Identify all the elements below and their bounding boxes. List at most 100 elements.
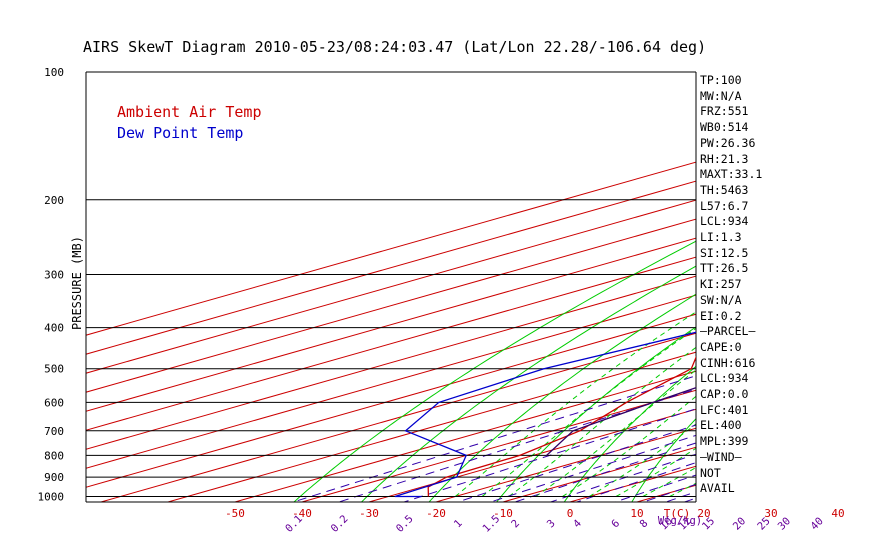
mixing-ratio-tick-label: 3 bbox=[545, 517, 558, 530]
bottom-temp-tick-label: -10 bbox=[493, 507, 513, 520]
pressure-tick-label: 300 bbox=[44, 269, 64, 282]
dry-adiabat-line bbox=[293, 240, 696, 502]
isotherm-line bbox=[771, 72, 870, 502]
mixing-ratio-line bbox=[550, 453, 696, 502]
bottom-temp-tick-label: 20 bbox=[697, 507, 710, 520]
dry-adiabat-line bbox=[361, 265, 696, 502]
mixing-ratio-line bbox=[665, 491, 696, 502]
isotherm-line bbox=[86, 256, 696, 431]
parameter-line: TT:26.5 bbox=[700, 261, 749, 276]
dry-adiabat-line bbox=[631, 418, 696, 502]
isotherm-line bbox=[234, 370, 696, 502]
isotherm-line bbox=[167, 351, 696, 502]
chart-title: AIRS SkewT Diagram 2010-05-23/08:24:03.4… bbox=[83, 38, 706, 56]
bottom-temp-tick-label: 10 bbox=[630, 507, 643, 520]
mixing-ratio-line bbox=[293, 375, 696, 502]
parameter-line: MAXT:33.1 bbox=[700, 167, 763, 182]
moist-adiabat-line bbox=[588, 423, 696, 497]
mixing-ratio-tick-label: 40 bbox=[808, 515, 825, 532]
isotherm-line bbox=[502, 446, 696, 502]
pressure-tick-label: 1000 bbox=[38, 491, 65, 504]
moist-adiabat-line bbox=[804, 200, 870, 497]
mixing-ratio-tick-label: 0.5 bbox=[394, 513, 416, 535]
mixing-ratio-tick-label: 20 bbox=[731, 515, 748, 532]
pressure-tick-label: 100 bbox=[44, 66, 64, 79]
parameter-line: FRZ:551 bbox=[700, 104, 749, 119]
bottom-temp-tick-label: -50 bbox=[225, 507, 245, 520]
y-axis-label: PRESSURE (MB) bbox=[70, 236, 84, 330]
moist-adiabat-line bbox=[750, 200, 870, 497]
isotherm-line bbox=[86, 237, 696, 412]
bottom-temp-tick-label: 0 bbox=[567, 507, 574, 520]
mixing-ratio-line bbox=[490, 434, 696, 502]
parameter-line: AVAIL bbox=[700, 481, 735, 496]
mixing-ratio-line bbox=[338, 388, 696, 502]
pressure-tick-label: 600 bbox=[44, 396, 64, 409]
parameter-line: EL:400 bbox=[700, 418, 742, 433]
parameter-line: CAPE:0 bbox=[700, 339, 742, 354]
parameter-line: LCL:934 bbox=[700, 214, 749, 229]
pressure-tick-label: 500 bbox=[44, 363, 64, 376]
temp-unit-label: T(C) bbox=[664, 507, 691, 520]
parameter-line: L57:6.7 bbox=[700, 198, 749, 213]
mixing-ratio-line bbox=[514, 442, 696, 502]
dry-adiabat-line bbox=[428, 293, 696, 502]
mixing-ratio-tick-label: 6 bbox=[609, 517, 622, 530]
bottom-temp-tick-label: -30 bbox=[359, 507, 379, 520]
isotherm-line bbox=[86, 199, 696, 374]
pressure-tick-label: 800 bbox=[44, 449, 64, 462]
parameter-line: LCL:934 bbox=[700, 371, 749, 386]
mixing-ratio-tick-label: 30 bbox=[776, 515, 793, 532]
parameter-line: KI:257 bbox=[700, 277, 742, 292]
bottom-temp-tick-label: 40 bbox=[831, 507, 844, 520]
bottom-temp-tick-label: -20 bbox=[426, 507, 446, 520]
parameter-line: SI:12.5 bbox=[700, 245, 749, 260]
mixing-ratio-tick-label: 0.2 bbox=[329, 513, 351, 535]
parameter-line: MW:N/A bbox=[700, 88, 742, 103]
moist-adiabat-line bbox=[642, 466, 696, 497]
parcel-line bbox=[546, 387, 696, 456]
mixing-ratio-line bbox=[764, 328, 870, 502]
bottom-temp-tick-label: 30 bbox=[764, 507, 777, 520]
parameter-line: CINH:616 bbox=[700, 355, 756, 370]
pressure-tick-label: 200 bbox=[44, 194, 64, 207]
sounding-curves bbox=[394, 331, 696, 498]
moist-adiabat-line bbox=[777, 200, 870, 497]
dry-adiabat-line bbox=[563, 365, 696, 502]
parameter-line: WB0:514 bbox=[700, 120, 749, 135]
mixing-ratio-line bbox=[739, 328, 870, 502]
moist-adiabat-line bbox=[830, 200, 870, 497]
isotherm-line bbox=[838, 72, 870, 502]
mixing-unit-label: W(g/kg) bbox=[658, 515, 702, 527]
ambient-temp-line bbox=[427, 355, 696, 497]
dewpoint-line bbox=[394, 331, 696, 498]
parameter-line: TP:100 bbox=[700, 73, 742, 87]
isotherm-line bbox=[86, 180, 696, 355]
moist-adiabat-line bbox=[454, 311, 696, 497]
mixing-ratio-line bbox=[576, 462, 696, 502]
isotherm-line bbox=[301, 389, 696, 502]
parameter-line: LI:1.3 bbox=[700, 230, 742, 244]
legend-dewpoint: Dew Point Temp bbox=[117, 124, 243, 142]
parameter-line: TH:5463 bbox=[700, 182, 749, 197]
parameter-line: —WIND— bbox=[700, 449, 742, 464]
mixing-ratio-line bbox=[784, 328, 870, 502]
parameter-line: LFC:401 bbox=[700, 402, 749, 417]
moist-adiabat-line bbox=[857, 200, 870, 497]
pressure-isobars bbox=[85, 71, 697, 503]
bottom-temp-tick-label: -40 bbox=[292, 507, 312, 520]
isotherm-line bbox=[86, 218, 696, 393]
isotherm-line bbox=[435, 427, 696, 502]
parameter-line: PW:26.36 bbox=[700, 135, 756, 150]
dry-adiabat-line bbox=[835, 72, 870, 502]
parameter-line: SW:N/A bbox=[700, 292, 742, 307]
isotherm-line bbox=[368, 408, 696, 502]
dry-adiabat-line bbox=[767, 72, 870, 502]
parameter-line: NOT bbox=[700, 465, 721, 480]
pressure-tick-label: 400 bbox=[44, 322, 64, 335]
parameter-line: —PARCEL— bbox=[700, 324, 756, 339]
legend-ambient: Ambient Air Temp bbox=[117, 103, 262, 121]
mixing-ratio-line bbox=[817, 328, 870, 502]
parameter-line: RH:21.3 bbox=[700, 151, 749, 166]
